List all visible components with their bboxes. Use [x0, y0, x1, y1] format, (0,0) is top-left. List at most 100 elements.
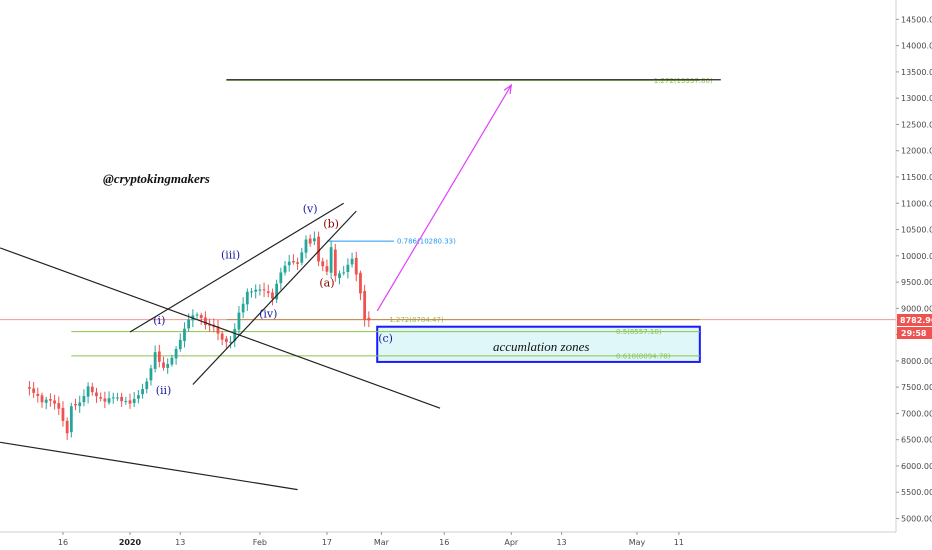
- candle-body: [300, 252, 304, 263]
- price-tick-label: 6000.00: [901, 462, 932, 471]
- candle-body: [111, 397, 115, 399]
- candle-body: [262, 289, 266, 291]
- time-tick-label: 16: [58, 538, 68, 547]
- candle-body: [153, 352, 157, 369]
- candle-body: [292, 261, 295, 263]
- wave-label: (c): [378, 332, 393, 345]
- candle-body: [245, 291, 249, 305]
- time-tick-label: Apr: [504, 538, 519, 547]
- fib-level-label: 0.786(10280.33): [397, 238, 456, 246]
- trendline: [0, 441, 298, 491]
- price-tick-label: 13000.00: [901, 94, 932, 103]
- candle-body: [103, 398, 107, 402]
- fib-level-label: 1.272(8784.47): [389, 316, 444, 324]
- candle-body: [44, 399, 48, 403]
- wave-label: (ii): [156, 384, 172, 397]
- countdown-value: 29:58: [901, 329, 927, 338]
- candle-body: [195, 314, 199, 316]
- countdown-tag: 29:58: [897, 327, 932, 339]
- time-axis[interactable]: 16 2020 13 Feb 17 Mar 16 Apr 13 May 11: [0, 531, 896, 547]
- price-tick-label: 8000.00: [901, 357, 932, 366]
- candle-body: [338, 273, 341, 279]
- candle-body: [342, 272, 346, 274]
- price-tick-label: 14000.00: [901, 42, 932, 51]
- candle-body: [136, 395, 140, 399]
- candle-body: [258, 289, 262, 291]
- candle-body: [128, 400, 132, 404]
- candle-body: [28, 387, 31, 389]
- candle-body: [99, 397, 103, 399]
- candle-body: [53, 400, 56, 404]
- price-tick-label: 7000.00: [901, 409, 932, 418]
- time-tick-label: May: [629, 538, 646, 547]
- candle-body: [346, 264, 350, 272]
- candle-body: [199, 314, 203, 319]
- candle-body: [78, 402, 82, 407]
- time-tick-label: 11: [674, 538, 684, 547]
- candle-body: [359, 272, 362, 294]
- candle-body: [36, 393, 40, 396]
- candle-body: [178, 339, 182, 350]
- candle-body: [162, 362, 165, 368]
- projection-arrow-head: [503, 83, 513, 95]
- candle-body: [145, 381, 149, 390]
- price-tick-label: 10000.00: [901, 252, 932, 261]
- last-price-tag: 8782.96: [897, 314, 932, 326]
- candle-body: [283, 265, 287, 273]
- candle-body: [183, 328, 186, 341]
- candle-body: [220, 333, 224, 340]
- price-tick-label: 6500.00: [901, 436, 932, 445]
- price-tick-label: 14500.00: [901, 15, 932, 24]
- candle-body: [237, 312, 241, 330]
- time-tick-label: 13: [175, 538, 185, 547]
- watermark-text: @cryptokingmakers: [103, 171, 210, 186]
- candle-body: [367, 317, 371, 321]
- candle-body: [204, 317, 207, 325]
- candle-body: [287, 261, 291, 266]
- candle-body: [116, 397, 119, 399]
- fib-level-label: 0.5(8557.10): [616, 328, 662, 336]
- price-tick-label: 13500.00: [901, 68, 932, 77]
- candle-body: [250, 291, 253, 293]
- candle-body: [271, 292, 274, 299]
- price-tick-label: 5500.00: [901, 488, 932, 497]
- candle-body: [363, 291, 367, 320]
- plot-area[interactable]: 0.786(10280.33) 1.272(8784.47) 0.5(8557.10…: [0, 77, 896, 491]
- candle-body: [170, 357, 174, 365]
- wave-label: (iii): [221, 248, 240, 261]
- time-tick-label: Feb: [253, 538, 267, 547]
- wave-label: (b): [323, 217, 339, 230]
- candle-body: [224, 338, 228, 342]
- candle-body: [120, 396, 124, 402]
- time-tick-label: Mar: [374, 538, 390, 547]
- candle-body: [57, 403, 61, 409]
- candle-body: [149, 368, 153, 381]
- projection-arrow-line: [376, 84, 512, 312]
- candle-body: [124, 400, 128, 402]
- candle-body: [208, 324, 212, 326]
- candle-body: [141, 388, 144, 395]
- candle-body: [329, 247, 333, 273]
- time-tick-label: 16: [439, 538, 449, 547]
- fib-level-label: 0.618(8094.78): [616, 352, 671, 360]
- price-tick-label: 10500.00: [901, 226, 932, 235]
- candle-body: [275, 283, 279, 300]
- candle-body: [157, 351, 161, 362]
- candle-body: [166, 364, 170, 368]
- price-axis[interactable]: 5000.00 5500.00 6000.00 6500.00 7000.00 7500.…: [895, 0, 932, 532]
- trendline: [129, 202, 344, 333]
- candle-body: [266, 291, 270, 294]
- candle-body: [304, 239, 308, 253]
- candle-body: [107, 398, 111, 403]
- candle-body: [132, 398, 136, 404]
- candle-body: [296, 262, 299, 264]
- candle-body: [61, 407, 65, 421]
- candle-body: [86, 386, 90, 397]
- wave-label: (a): [319, 276, 334, 289]
- wave-label: (i): [153, 314, 165, 327]
- price-tick-label: 9000.00: [901, 304, 932, 313]
- candle-body: [40, 395, 44, 403]
- fib-level-label: 1.272(13337.80): [654, 77, 713, 85]
- candle-body: [32, 388, 36, 393]
